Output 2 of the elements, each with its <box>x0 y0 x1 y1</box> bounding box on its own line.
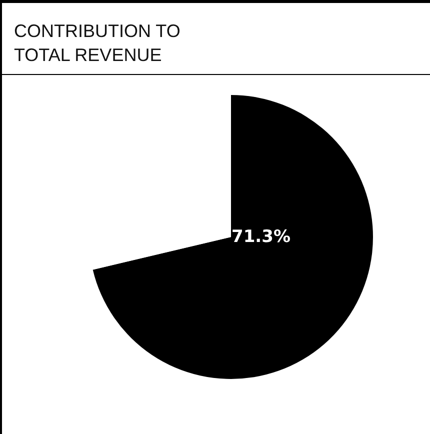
chart-title: CONTRIBUTION TO TOTAL REVENUE <box>14 20 182 67</box>
data-label: 71.3% <box>232 227 290 247</box>
